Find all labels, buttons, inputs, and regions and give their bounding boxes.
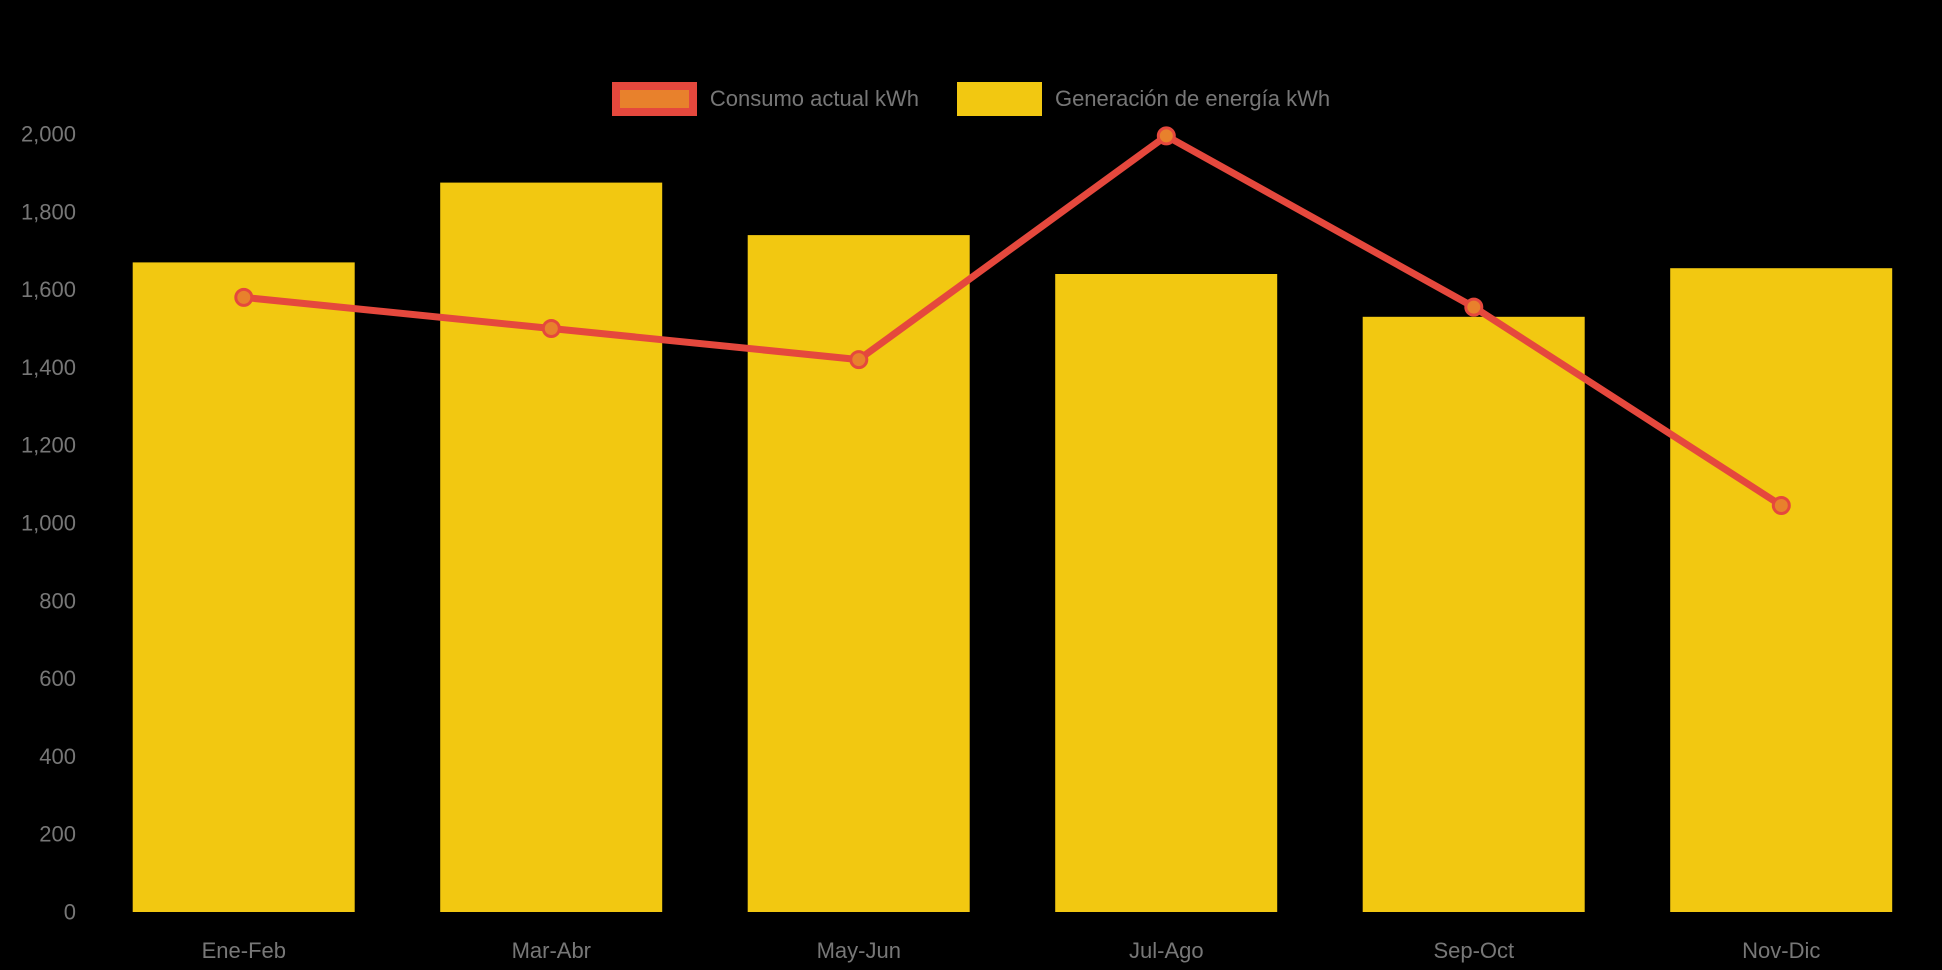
y-axis-tick-label: 600	[39, 666, 76, 691]
y-axis-tick-label: 2,000	[21, 122, 76, 147]
legend-item-generacion[interactable]: Generación de energía kWh	[956, 82, 1331, 116]
bar-Ene-Feb[interactable]	[132, 262, 355, 912]
y-axis-tick-label: 0	[64, 900, 76, 925]
marker-Jul-Ago[interactable]	[1156, 126, 1176, 146]
chart-legend: Consumo actual kWh Generación de energía…	[0, 82, 1942, 116]
y-axis-tick-label: 1,600	[21, 277, 76, 302]
marker-Mar-Abr[interactable]	[541, 319, 561, 338]
x-axis-label-May-Jun: May-Jun	[817, 938, 901, 963]
y-axis-tick-label: 800	[39, 588, 76, 613]
y-axis-tick-label: 1,800	[21, 199, 76, 224]
bar-Sep-Oct[interactable]	[1362, 316, 1585, 912]
x-axis-label-Mar-Abr: Mar-Abr	[512, 938, 591, 963]
bar-Nov-Dic[interactable]	[1670, 268, 1893, 912]
bar-Jul-Ago[interactable]	[1055, 274, 1278, 912]
x-axis-label-Jul-Ago: Jul-Ago	[1129, 938, 1204, 963]
bar-Mar-Abr[interactable]	[440, 182, 663, 913]
x-axis-label-Ene-Feb: Ene-Feb	[202, 938, 286, 963]
x-axis-label-Sep-Oct: Sep-Oct	[1433, 938, 1514, 963]
x-axis-label-Nov-Dic: Nov-Dic	[1742, 938, 1820, 963]
marker-Ene-Feb[interactable]	[234, 287, 254, 307]
legend-label-consumo: Consumo actual kWh	[709, 86, 919, 111]
y-axis-tick-label: 1,200	[21, 433, 76, 458]
y-axis-tick-label: 400	[39, 744, 76, 769]
marker-May-Jun[interactable]	[849, 350, 869, 370]
legend-label-generacion: Generación de energía kWh	[1054, 86, 1331, 111]
y-axis-tick-label: 1,400	[21, 355, 76, 380]
consumo-swatch-icon	[611, 82, 697, 116]
y-axis-tick-label: 1,000	[21, 511, 76, 536]
legend-item-consumo[interactable]: Consumo actual kWh	[611, 82, 919, 116]
marker-Sep-Oct[interactable]	[1464, 297, 1484, 317]
generacion-swatch-icon	[956, 82, 1042, 116]
consumo-line[interactable]	[240, 132, 1785, 509]
bar-May-Jun[interactable]	[747, 235, 970, 913]
y-axis-tick-label: 200	[39, 822, 76, 847]
marker-Nov-Dic[interactable]	[1771, 496, 1791, 515]
